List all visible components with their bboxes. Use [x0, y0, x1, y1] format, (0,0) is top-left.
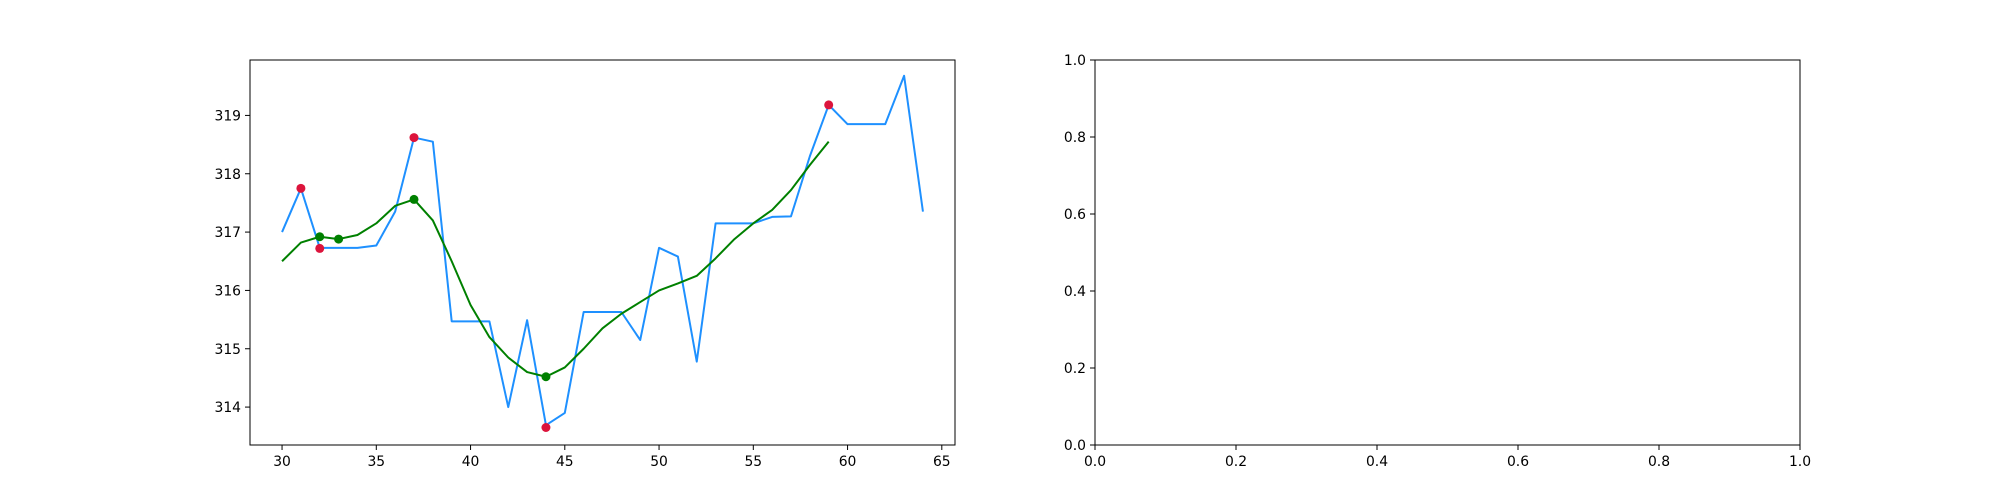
right-x-tick-label: 0.2 [1225, 454, 1247, 470]
smooth-extrema-point [409, 194, 419, 204]
left-x-tick-label: 55 [744, 454, 762, 470]
left-y-tick-label: 314 [214, 400, 241, 416]
right-x-tick-label: 0.0 [1084, 454, 1106, 470]
left-x-tick-label: 65 [933, 454, 951, 470]
raw-extrema-point [409, 133, 419, 143]
left-x-tick-label: 30 [273, 454, 291, 470]
left-x-tick-label: 35 [367, 454, 385, 470]
right-y-ticks: 0.0 0.2 0.4 0.6 0.8 1.0 [1064, 53, 1095, 454]
left-chart: 30 35 40 45 50 55 60 65 314 315 316 317 318 319 [214, 59, 956, 470]
left-plot-frame [249, 59, 956, 446]
right-y-tick-label: 0.2 [1064, 361, 1086, 377]
right-plot-frame [1094, 59, 1801, 446]
left-y-tick-label: 315 [214, 342, 241, 358]
left-y-tick-label: 317 [214, 225, 241, 241]
left-x-ticks: 30 35 40 45 50 55 60 65 [273, 445, 951, 470]
raw-extrema-point [541, 423, 551, 432]
right-x-tick-label: 1.0 [1789, 454, 1811, 470]
smooth-extrema-point [541, 372, 551, 382]
right-x-tick-label: 0.8 [1648, 454, 1670, 470]
raw-extrema-point [296, 183, 306, 193]
left-y-tick-label: 318 [214, 167, 241, 183]
smooth-line-series [281, 141, 830, 378]
left-y-tick-label: 316 [214, 283, 241, 299]
right-y-tick-label: 1.0 [1064, 53, 1086, 69]
right-x-ticks: 0.0 0.2 0.4 0.6 0.8 1.0 [1084, 445, 1811, 470]
raw-line-series [281, 74, 924, 427]
left-x-tick-label: 60 [839, 454, 857, 470]
smooth-extrema-point [315, 232, 325, 242]
right-y-tick-label: 0.0 [1064, 438, 1086, 454]
left-series-layer [281, 74, 924, 432]
smooth-extrema-point [334, 234, 344, 244]
left-y-ticks: 314 315 316 317 318 319 [214, 108, 250, 416]
right-y-tick-label: 0.6 [1064, 207, 1086, 223]
left-x-tick-label: 45 [556, 454, 574, 470]
right-y-tick-label: 0.4 [1064, 284, 1086, 300]
left-x-tick-label: 50 [650, 454, 668, 470]
right-y-tick-label: 0.8 [1064, 130, 1086, 146]
right-x-tick-label: 0.4 [1366, 454, 1388, 470]
left-x-tick-label: 40 [462, 454, 480, 470]
right-x-tick-label: 0.6 [1507, 454, 1529, 470]
left-y-tick-label: 319 [214, 108, 241, 124]
raw-extrema-point [315, 243, 325, 253]
right-chart: 0.0 0.2 0.4 0.6 0.8 1.0 0.0 0.2 0.4 0.6 0.8 1.0 [1064, 53, 1811, 470]
raw-extrema-point [824, 100, 834, 110]
